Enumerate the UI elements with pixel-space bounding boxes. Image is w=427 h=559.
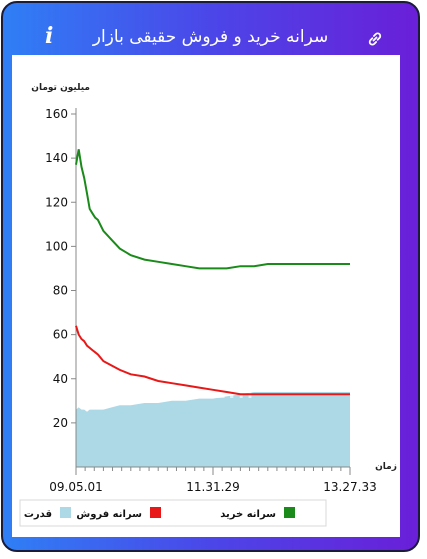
legend-label: سرانه فروش [76,509,142,520]
y-tick-label: 80 [53,284,68,298]
y-tick-label: 40 [53,372,68,386]
y-tick-label: 160 [45,107,68,121]
y-axis-label: میلیون تومان [31,83,90,93]
legend-label: سرانه خرید [220,509,276,520]
x-axis-label: زمان [375,462,397,472]
legend-swatch [284,507,295,518]
watermark: LiveTSE.ir [101,368,259,406]
y-tick-label: 100 [45,239,68,253]
legend-swatch [150,507,161,518]
info-icon[interactable]: i [45,23,54,49]
chart-title: سرانه خرید و فروش حقیقی بازار [92,27,329,47]
card-header: i سرانه خرید و فروش حقیقی بازار [3,3,418,57]
legend-item-power[interactable]: قدرت [24,507,71,520]
chart-panel: LiveTSE.ir 20 40 60 80 100 120 140 160 میلیون ت… [12,55,400,537]
legend-item-sell[interactable]: سرانه فروش [76,507,161,520]
x-tick-label: 09.05.01 [49,480,102,494]
series-area-power [76,392,350,467]
chart-svg: LiveTSE.ir 20 40 60 80 100 120 140 160 میلیون ت… [19,83,397,527]
link-icon[interactable] [366,30,384,52]
y-tick-label: 20 [53,416,68,430]
y-tick-label: 140 [45,151,68,165]
series-line-buy [75,149,350,270]
y-tick-label: 120 [45,195,68,209]
x-tick-label: 13.27.33 [323,480,376,494]
y-tick-label: 60 [53,328,68,342]
legend-swatch [60,507,71,518]
x-tick-label: 11.31.29 [186,480,239,494]
legend-item-buy[interactable]: سرانه خرید [220,507,295,520]
series-line-sell [75,325,350,396]
legend-label: قدرت [24,509,52,520]
